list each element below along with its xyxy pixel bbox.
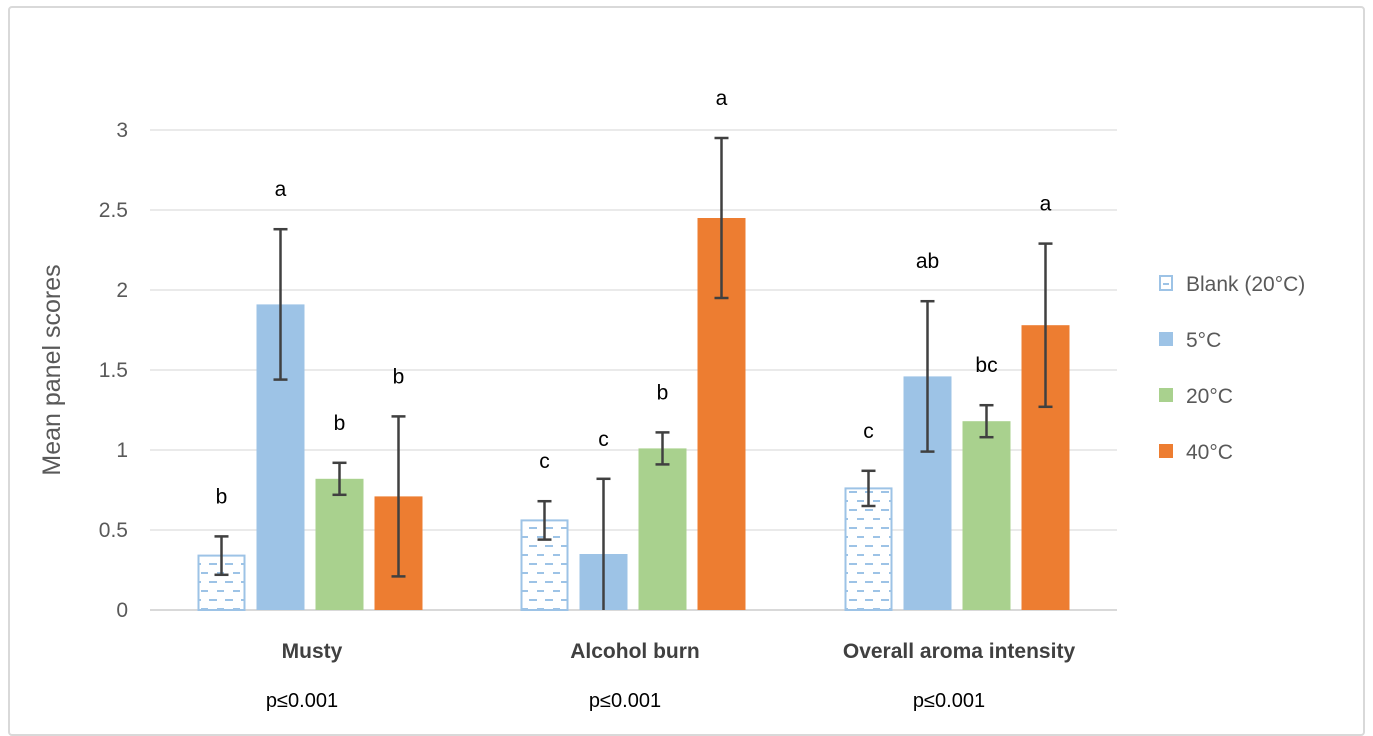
significance-label: b <box>657 381 669 404</box>
bar <box>638 448 687 610</box>
bars <box>197 218 1070 612</box>
legend-swatch <box>1159 332 1173 346</box>
legend-swatch <box>1159 388 1173 402</box>
significance-label: bc <box>975 354 997 377</box>
significance-label: b <box>393 365 405 388</box>
y-tick-label: 0 <box>116 599 128 622</box>
significance-label: b <box>334 412 346 435</box>
y-tick-label: 2 <box>116 279 128 302</box>
y-tick-label: 0.5 <box>99 519 128 542</box>
significance-label: a <box>275 178 287 201</box>
y-axis-ticks: 0 0.5 1 1.5 2 2.5 3 <box>99 119 128 622</box>
bar-chart: 00.511.522.53 Mean panel scores bccacabb… <box>38 87 1305 712</box>
y-tick-label: 1 <box>116 439 128 462</box>
error-bars <box>214 136 1053 610</box>
legend-label: 20°C <box>1186 385 1233 408</box>
y-tick-label: 2.5 <box>99 199 128 222</box>
significance-label: a <box>1040 193 1052 216</box>
bar <box>962 421 1011 610</box>
gridlines <box>150 129 1117 611</box>
category-labels: Musty Alcohol burn Overall aroma intensity <box>282 640 1076 663</box>
category-label: Musty <box>282 640 343 663</box>
category-label: Alcohol burn <box>570 640 700 663</box>
legend-label: 5°C <box>1186 329 1221 352</box>
category-label: Overall aroma intensity <box>843 640 1076 663</box>
significance-label: b <box>216 485 228 508</box>
significance-label: c <box>598 428 609 451</box>
y-axis-label: Mean panel scores <box>38 264 66 475</box>
bar <box>315 478 364 610</box>
legend-label: 40°C <box>1186 441 1233 464</box>
significance-label: c <box>863 420 874 443</box>
chart-frame <box>8 6 1365 736</box>
p-value-label: p≤0.001 <box>589 690 661 712</box>
significance-label: ab <box>916 250 939 273</box>
p-value-labels: p≤0.001 p≤0.001 p≤0.001 <box>266 690 985 712</box>
y-tick-label: 1.5 <box>99 359 128 382</box>
p-value-label: p≤0.001 <box>266 690 338 712</box>
y-tick-label: 3 <box>116 119 128 142</box>
bar <box>844 487 893 611</box>
legend: Blank (20°C) 5°C 20°C 40°C <box>1159 273 1305 464</box>
significance-label: a <box>716 87 728 110</box>
p-value-label: p≤0.001 <box>913 690 985 712</box>
legend-swatch <box>1159 444 1173 458</box>
significance-label: c <box>539 450 550 473</box>
legend-label: Blank (20°C) <box>1186 273 1305 296</box>
